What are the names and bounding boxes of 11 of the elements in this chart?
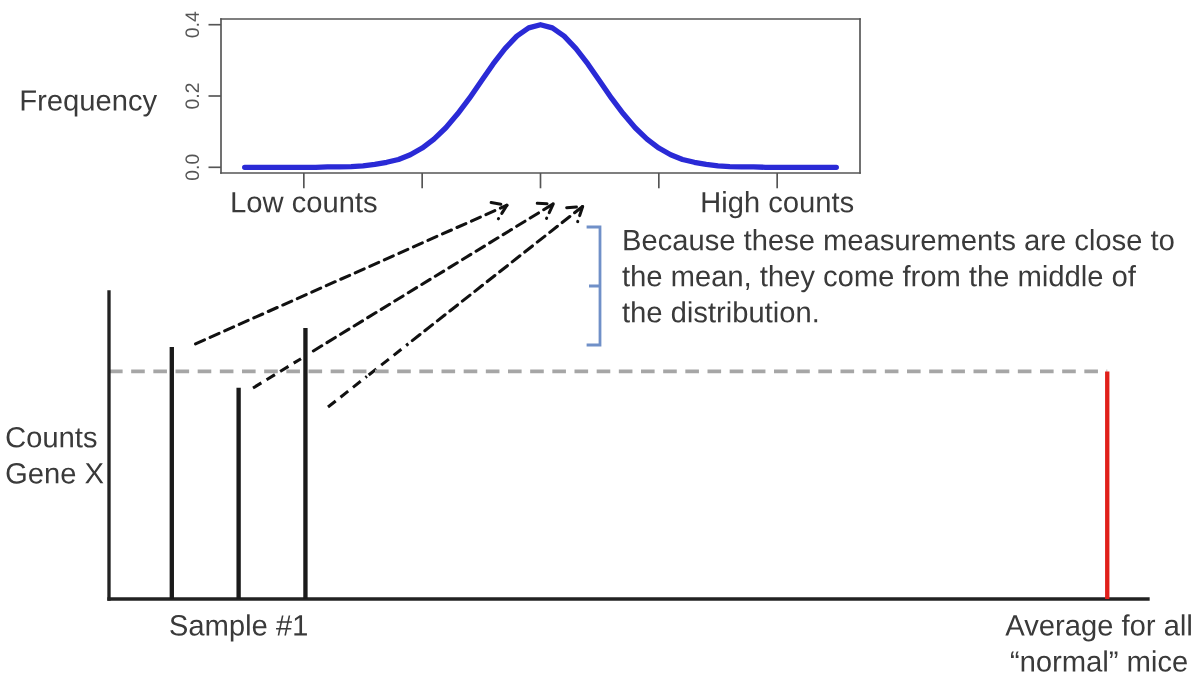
y-tick-label: 0.4 [185,11,200,38]
x-tick-label: Average for all “normal” mice [1005,614,1191,672]
y-axis-title: Frequency [21,90,158,117]
text: Because these measurements are close to the mean, they come from the middle of the distribution. [622,229,1174,323]
y-axis-title: Counts Gene X [6,426,104,484]
x-tick-label: High counts [702,191,854,219]
x-tick-label: Sample #1 [170,614,307,642]
x-tick-label: Low counts [232,192,377,213]
y-tick-label: 0.0 [185,154,200,181]
bar [1105,371,1110,599]
y-tick-label: 0.2 [185,83,200,109]
